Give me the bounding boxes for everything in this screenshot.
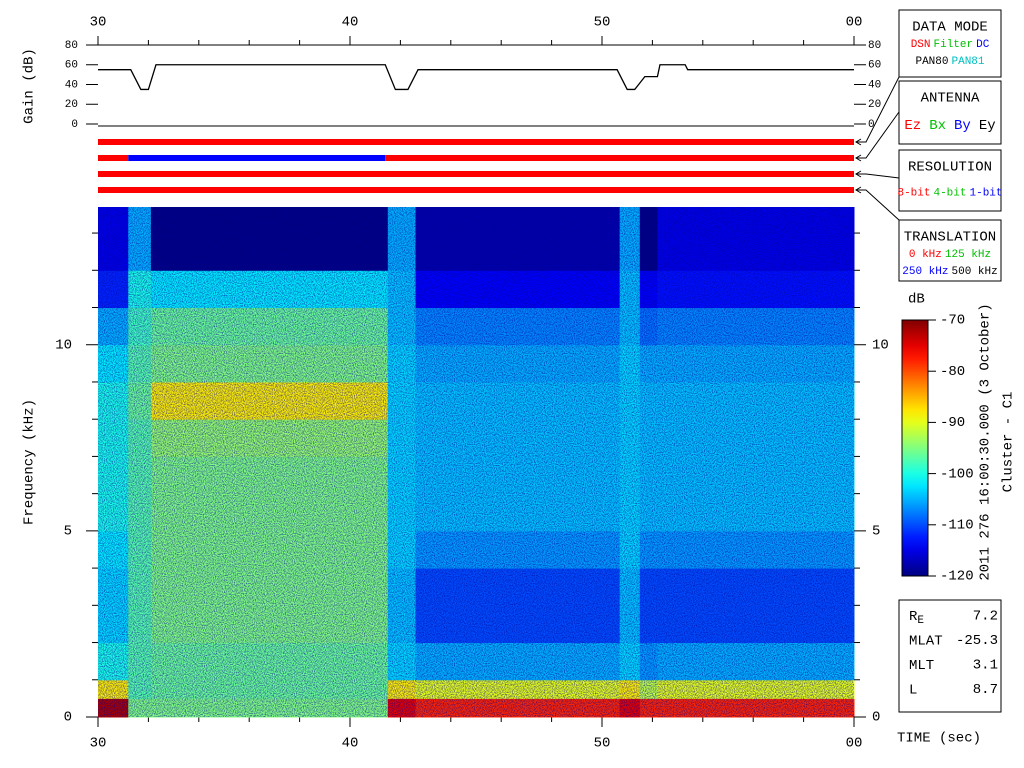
status-segment [98, 139, 854, 145]
y-tick-label-right: 5 [872, 524, 880, 540]
gain-tick-label-right: 60 [868, 60, 881, 72]
orbit-label-text: MLT [909, 658, 934, 674]
panel-item: By [954, 118, 971, 134]
gain-axis-label: Gain (dB) [22, 48, 38, 124]
x-tick-label: 30 [90, 736, 107, 752]
panel-item: PAN81 [952, 56, 985, 68]
connectors [855, 76, 900, 221]
gain-tick-label: 80 [65, 40, 78, 52]
top-tick-label: 40 [342, 15, 359, 31]
colorbar-tick-label: -100 [940, 466, 974, 482]
panel-row: PAN80 PAN81 [915, 56, 984, 68]
status-segment [98, 187, 854, 193]
gain-tick-label: 0 [71, 119, 78, 131]
x-tick-label: 40 [342, 736, 359, 752]
status-segment [98, 155, 129, 161]
orbit-label: MLAT [909, 633, 943, 649]
orbit-box [898, 599, 1002, 713]
gain-tick-label-right: 40 [868, 79, 881, 91]
colorbar-tick-label: -80 [940, 364, 965, 380]
panel-item: 125 kHz [945, 249, 991, 261]
data-mode-box [898, 9, 1002, 78]
panel-row: 0 kHz 125 kHz [909, 249, 991, 261]
gain-tick-label-right: 20 [868, 99, 881, 111]
y-tick-label-right: 10 [872, 337, 889, 353]
status-segment [128, 155, 386, 161]
gain-tick-label-right: 80 [868, 40, 881, 52]
status-segment [98, 171, 854, 177]
status-segment [385, 155, 854, 161]
orbit-label-text: R [909, 609, 918, 625]
orbit-value: 8.7 [973, 682, 998, 698]
spacecraft: Cluster - C1 [1001, 392, 1017, 493]
colorbar-label: dB [908, 292, 925, 308]
panel-item: 8-bit [897, 188, 930, 200]
y-tick-label: 10 [55, 337, 72, 353]
panel-row: Ez Bx By Ey [904, 118, 995, 134]
panel-item: Ey [979, 118, 996, 134]
orbit-value: 7.2 [973, 609, 998, 625]
top-tick-label: 30 [90, 15, 107, 31]
orbit-value: 3.1 [973, 658, 998, 674]
gain-tick-label: 60 [65, 60, 78, 72]
colorbar-tick-label: -90 [940, 415, 965, 431]
orbit-label: L [909, 682, 917, 698]
y-tick-label: 5 [64, 524, 72, 540]
timestamp: 2011 276 16:00:30.000 (3 October) [978, 303, 994, 580]
panel-item: 250 kHz [902, 266, 948, 278]
x-tick-label: 00 [846, 736, 863, 752]
translation-box [898, 219, 1002, 282]
gain-line [98, 64, 854, 91]
panel-title: DATA MODE [912, 20, 988, 36]
panel-row: 8-bit 4-bit 1-bit [897, 188, 1002, 200]
gain-tick-label: 20 [65, 99, 78, 111]
x-axis-label: TIME (sec) [897, 731, 981, 747]
noise-texture [98, 207, 854, 717]
orbit-label: RE [909, 609, 924, 627]
orbit-value: -25.3 [956, 633, 998, 649]
panel-row: DSN Filter DC [911, 39, 990, 51]
colorbar-tick-label: -70 [940, 313, 965, 329]
colorbar-tick-label: -120 [940, 569, 974, 585]
panel-item: PAN80 [915, 56, 948, 68]
top-tick-label: 50 [594, 15, 611, 31]
y-axis-label: Frequency (kHz) [22, 399, 38, 525]
panel-title: TRANSLATION [904, 230, 996, 246]
panel-item: 1-bit [970, 188, 1003, 200]
x-tick-label: 50 [594, 736, 611, 752]
panel-item: 500 kHz [952, 266, 998, 278]
colorbar-tick-label: -110 [940, 518, 974, 534]
y-tick-label: 0 [64, 710, 72, 726]
panel-item: Ez [904, 118, 921, 134]
panel-item: 4-bit [933, 188, 966, 200]
panel-item: Bx [929, 118, 946, 134]
top-tick-label: 00 [846, 15, 863, 31]
colorbar [901, 319, 929, 577]
panel-item: DSN [911, 39, 931, 51]
panel-item: DC [976, 39, 990, 51]
orbit-label-sub: E [917, 615, 924, 627]
y-tick-label-right: 0 [872, 710, 880, 726]
panel-item: 0 kHz [909, 249, 942, 261]
resolution-box [898, 149, 1002, 212]
panel-title: RESOLUTION [908, 160, 992, 176]
panel-item: Filter [934, 39, 974, 51]
gain-tick-label-right: 0 [868, 119, 875, 131]
gain-tick-label: 40 [65, 79, 78, 91]
panel-title: ANTENNA [921, 91, 980, 107]
panel-row: 250 kHz 500 kHz [902, 266, 997, 278]
orbit-label-text: MLAT [909, 633, 943, 649]
orbit-label-text: L [909, 682, 917, 698]
orbit-label: MLT [909, 658, 934, 674]
